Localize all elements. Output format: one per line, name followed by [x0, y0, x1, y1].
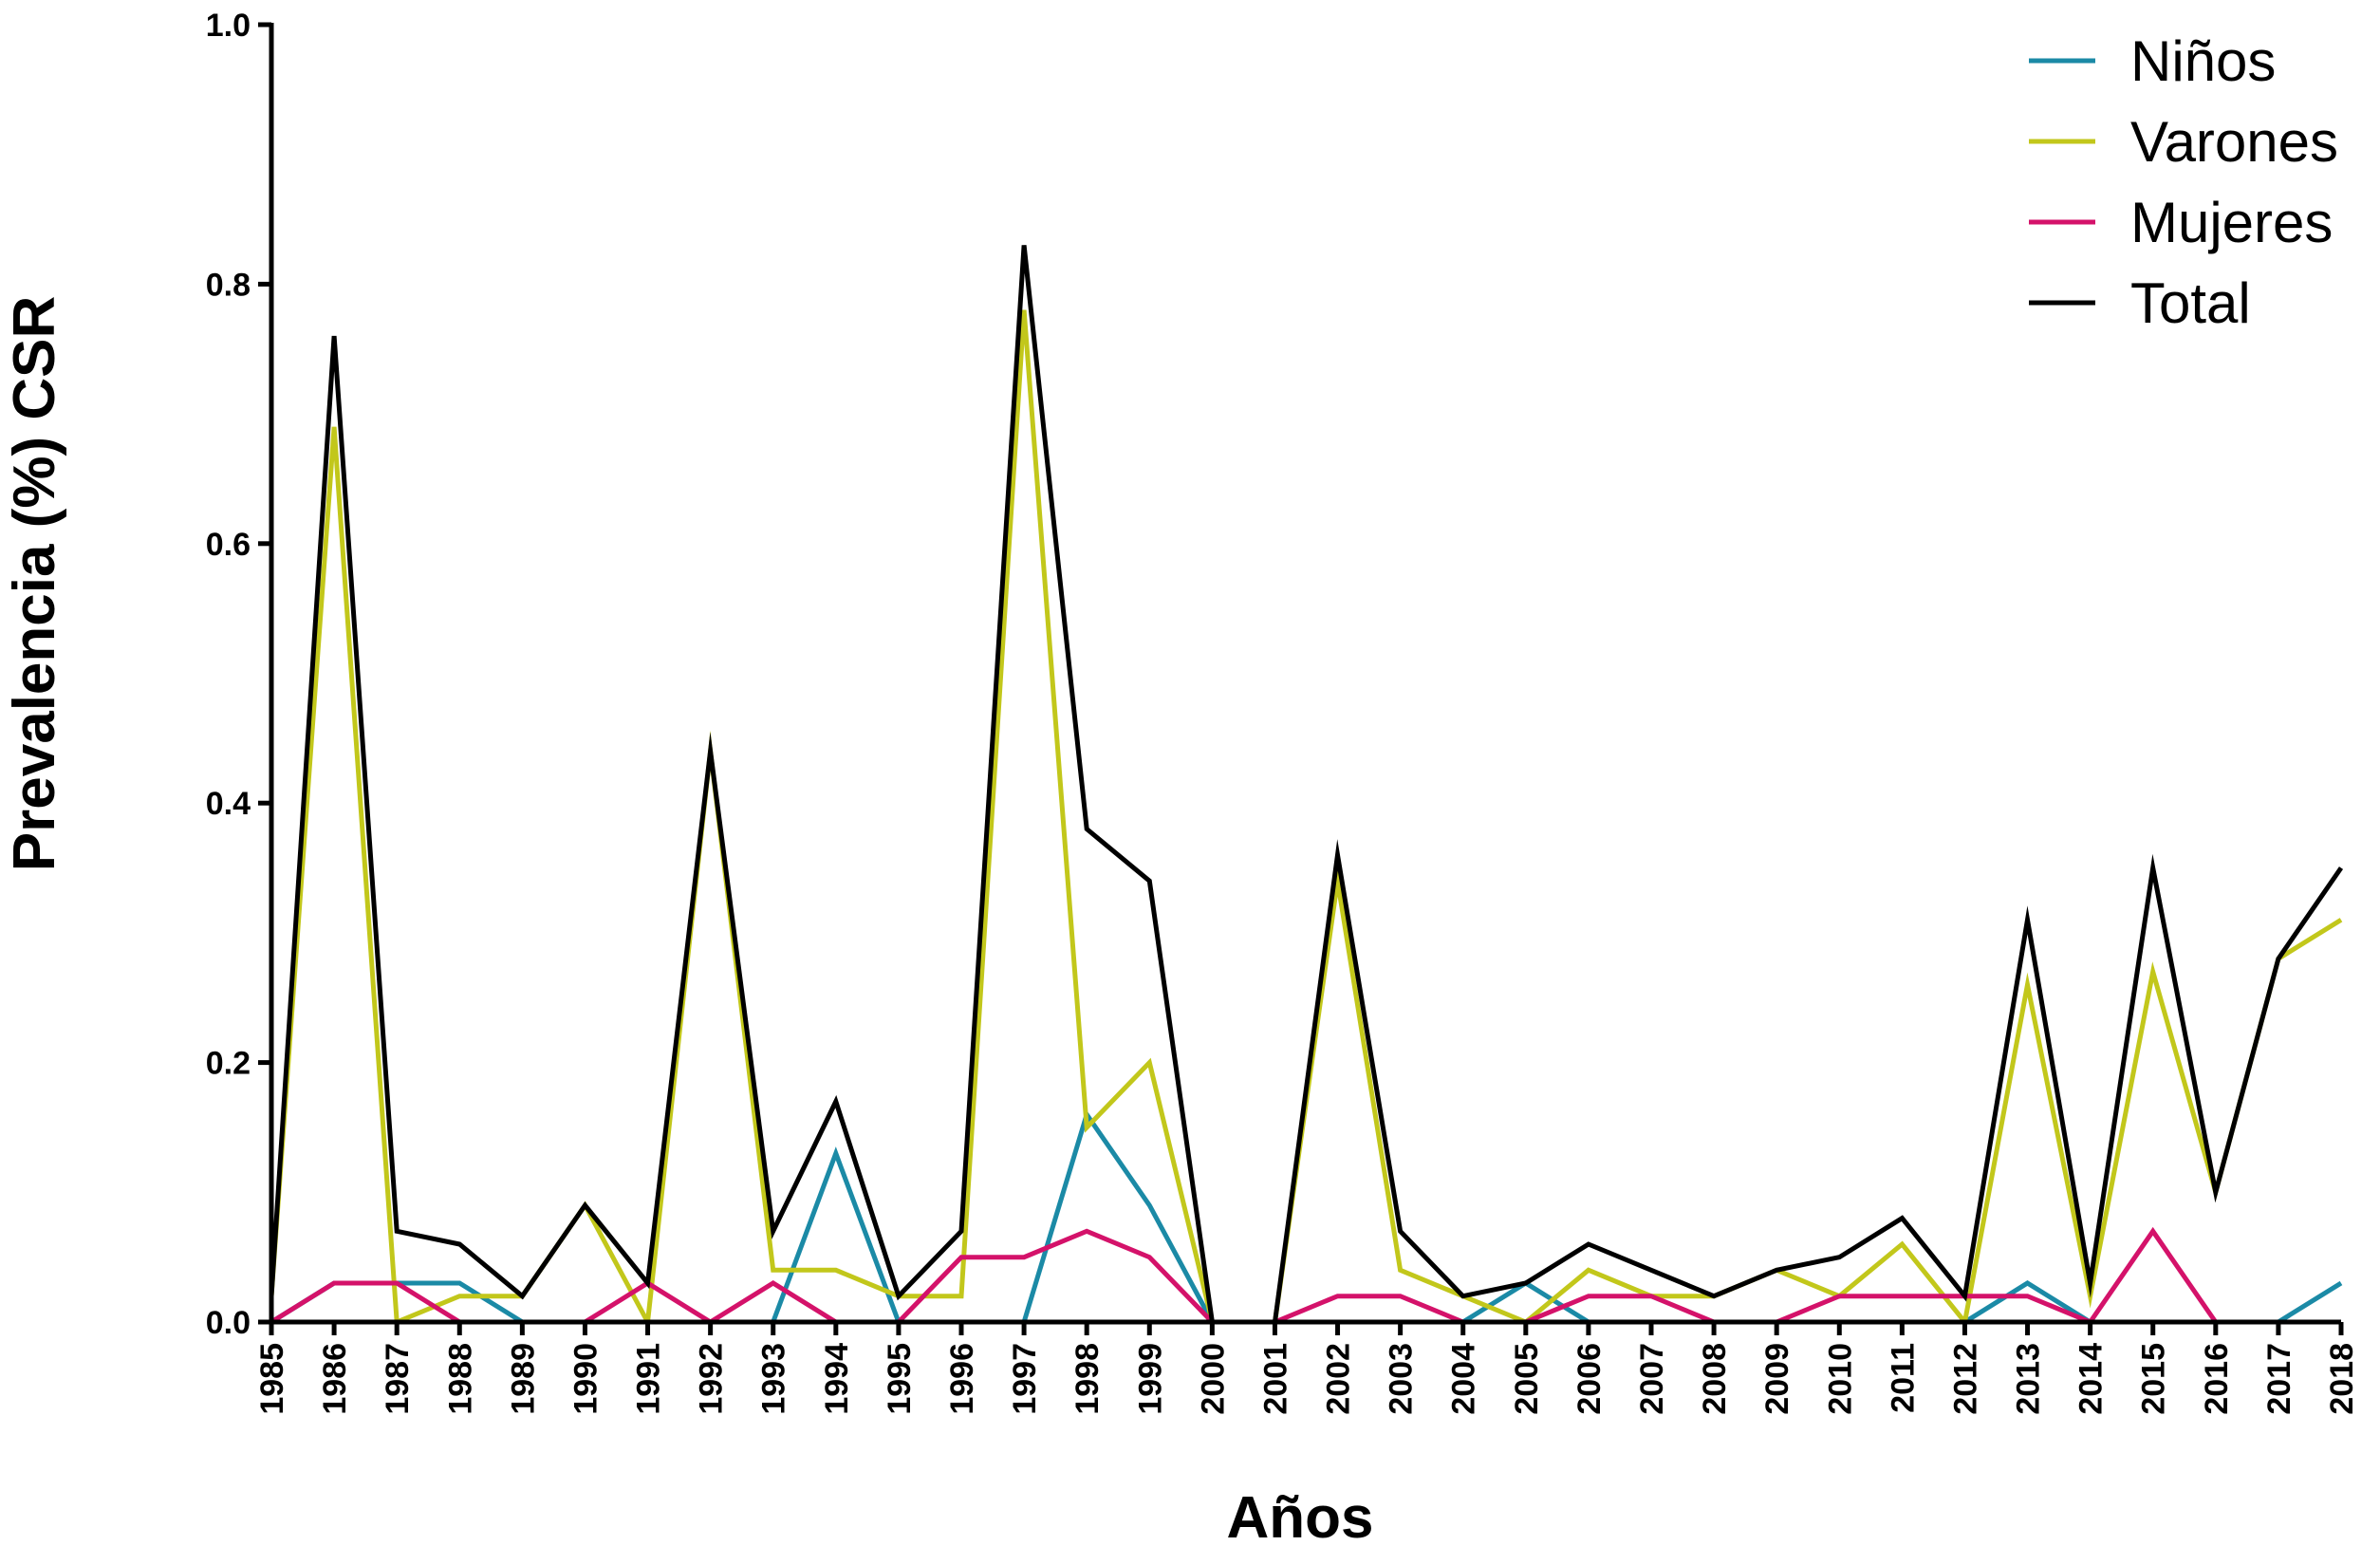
x-tick-label: 2016	[2199, 1343, 2235, 1415]
axes-layer	[269, 23, 2341, 1325]
x-tick-label: 1998	[1069, 1343, 1106, 1415]
x-tick-label: 2014	[2073, 1343, 2110, 1415]
x-tick-label: 2012	[1948, 1343, 1984, 1415]
x-axis-title: Años	[1227, 1485, 1374, 1546]
x-tick-label: 2008	[1697, 1343, 1733, 1415]
y-tick-label: 0.4	[206, 786, 251, 822]
series-line-1	[269, 309, 2343, 1331]
ticks-layer: 0.0 0.2 0.4 0.6 0.8 1.0 1985 1986 1987 1988 1989 19…	[206, 8, 2360, 1415]
y-tick-label: 0.6	[206, 527, 251, 563]
x-tick-label: 1987	[380, 1343, 416, 1415]
legend-label-1: Varones	[2130, 110, 2338, 174]
legend-label-0: Niños	[2130, 29, 2276, 93]
series-line-0	[270, 1108, 2343, 1325]
x-tick-label: 2010	[1822, 1343, 1858, 1415]
x-tick-label: 2004	[1446, 1343, 1482, 1415]
x-tick-label: 2017	[2261, 1343, 2297, 1415]
x-tick-label: 1994	[819, 1343, 855, 1415]
x-tick-label: 2006	[1571, 1343, 1608, 1415]
x-tick-label: 1993	[756, 1343, 792, 1415]
x-tick-label: 1996	[944, 1343, 980, 1415]
legend: Niños Varones Mujeres Total	[2029, 29, 2338, 335]
x-tick-label: 2018	[2324, 1343, 2360, 1415]
x-tick-label: 2001	[1258, 1343, 1294, 1415]
x-tick-label: 1988	[442, 1343, 478, 1415]
x-tick-label: 2009	[1759, 1343, 1795, 1415]
x-tick-label: 2015	[2136, 1343, 2172, 1415]
x-tick-label: 1990	[568, 1343, 604, 1415]
y-tick-label: 0.0	[206, 1305, 251, 1341]
x-tick-label: 1995	[882, 1343, 918, 1415]
y-tick-label: 0.8	[206, 267, 251, 303]
x-tick-label: 2002	[1321, 1343, 1357, 1415]
x-tick-label: 1991	[631, 1343, 667, 1415]
legend-label-2: Mujeres	[2130, 191, 2333, 254]
x-tick-label: 1999	[1132, 1343, 1168, 1415]
x-tick-label: 1997	[1007, 1343, 1043, 1415]
y-tick-label: 1.0	[206, 8, 251, 44]
x-tick-label: 2013	[2011, 1343, 2047, 1415]
x-tick-label: 2005	[1509, 1343, 1545, 1415]
x-tick-label: 2003	[1384, 1343, 1420, 1415]
series-line-2	[270, 1226, 2341, 1326]
y-tick-label: 0.2	[206, 1046, 251, 1082]
y-axis-title: Prevalencia (%) CSR	[2, 296, 67, 871]
series-line-3	[269, 245, 2344, 1325]
x-tick-label: 2011	[1885, 1343, 1921, 1413]
x-tick-label: 2007	[1634, 1343, 1670, 1415]
x-tick-label: 2000	[1195, 1343, 1231, 1415]
x-tick-label: 1992	[694, 1343, 730, 1415]
x-tick-label: 1989	[505, 1343, 541, 1415]
x-tick-label: 1986	[317, 1343, 353, 1415]
series-layer	[269, 245, 2344, 1331]
legend-label-3: Total	[2130, 271, 2251, 335]
x-tick-label: 1985	[254, 1343, 290, 1415]
